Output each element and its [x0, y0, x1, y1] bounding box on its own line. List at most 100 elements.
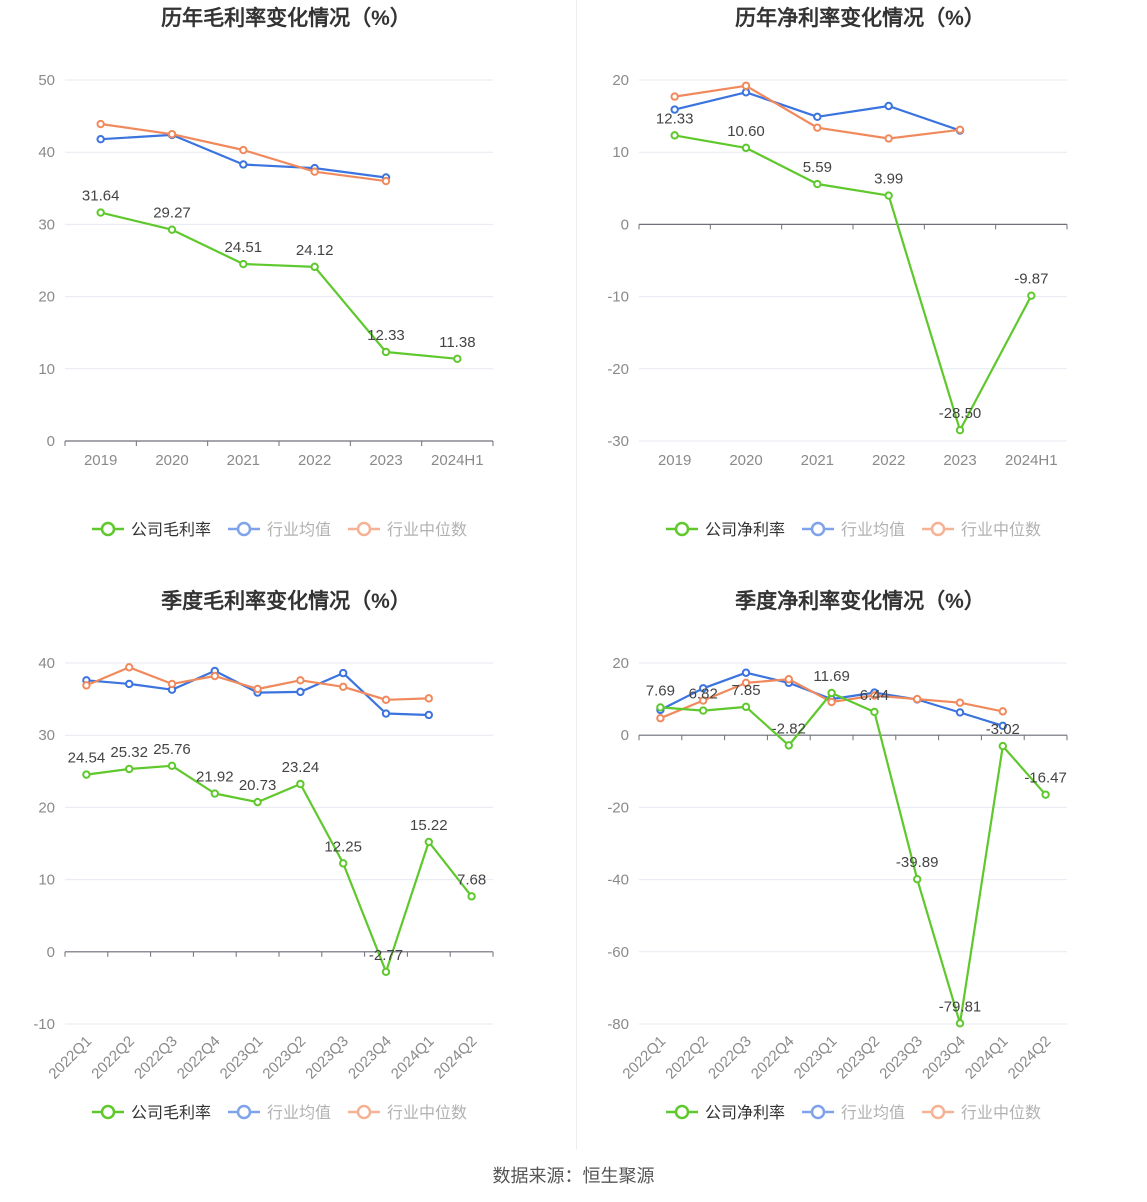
data-label: 12.33	[367, 327, 405, 344]
data-point	[827, 688, 836, 698]
data-label: 12.25	[324, 838, 362, 855]
data-point	[96, 119, 105, 129]
data-point	[381, 695, 391, 705]
legend: 公司净利率 行业均值 行业中位数	[666, 521, 1041, 539]
data-source-note: 数据来源：恒生聚源	[492, 1166, 655, 1186]
grid-lines	[65, 79, 493, 442]
data-point	[167, 679, 177, 689]
data-point	[813, 123, 822, 132]
series-0: 12.33 10.60 5.59 3.99 -28.50 -9.87	[656, 110, 1048, 435]
x-tick-label: 2022Q1	[619, 1033, 669, 1083]
data-label: 24.54	[68, 750, 106, 767]
legend-marker	[674, 521, 690, 537]
data-point	[955, 425, 965, 435]
x-tick-label: 2024Q2	[1005, 1033, 1055, 1083]
x-tick-label: 2022	[298, 452, 331, 469]
x-tick-label: 2020	[155, 452, 188, 469]
chart-annual-gross-margin: 历年毛利率变化情况（%） 0 10 20 30 40 50 2019 2020 2021 2022 2…	[38, 6, 494, 539]
data-point	[699, 706, 708, 715]
legend-item: 公司净利率	[666, 1104, 785, 1122]
data-point	[884, 191, 893, 200]
legend-item: 公司净利率	[666, 521, 785, 539]
x-tick-label: 2023	[369, 452, 402, 469]
legend-marker	[236, 521, 252, 537]
data-point	[955, 125, 965, 135]
x-tick-label: 2022Q3	[131, 1033, 181, 1083]
data-point	[998, 707, 1007, 716]
data-point	[741, 668, 751, 677]
data-point	[656, 714, 665, 723]
data-point	[96, 208, 105, 217]
legend: 公司毛利率 行业均值 行业中位数	[92, 521, 467, 539]
legend-label: 公司毛利率	[131, 521, 211, 539]
data-label: 10.60	[727, 123, 765, 140]
data-point	[955, 708, 965, 717]
x-tick-label: 2023Q2	[833, 1033, 883, 1083]
data-point	[82, 681, 91, 690]
data-label: 21.92	[196, 769, 234, 786]
y-tick-label: 0	[621, 216, 629, 233]
x-tick-label: 2019	[658, 452, 691, 469]
data-point	[310, 262, 319, 272]
chart-panel-annual-gross-margin: 历年毛利率变化情况（%） 0 10 20 30 40 50 2019 2020 2021 2022 2…	[0, 0, 573, 583]
data-point	[82, 770, 91, 779]
x-tick-label: 2022Q2	[88, 1033, 138, 1083]
legend-marker	[674, 1104, 690, 1120]
legend-item: 行业均值	[802, 1104, 905, 1122]
legend-marker	[356, 1104, 372, 1120]
data-point	[424, 694, 433, 703]
legend-item: 公司毛利率	[92, 1104, 211, 1122]
data-label: -9.87	[1014, 271, 1048, 288]
legend-item: 公司毛利率	[92, 521, 211, 539]
y-tick-label: -20	[607, 799, 629, 816]
panel-divider	[576, 0, 577, 1150]
data-point	[339, 859, 348, 868]
data-label: 11.69	[813, 668, 849, 685]
data-label: 24.12	[296, 242, 334, 259]
chart-title: 历年净利率变化情况（%）	[735, 6, 985, 30]
y-tick-label: 0	[621, 727, 629, 744]
data-label: -79.81	[939, 998, 982, 1015]
legend: 公司毛利率 行业均值 行业中位数	[92, 1104, 467, 1122]
data-point	[870, 691, 879, 700]
legend-label: 行业中位数	[387, 1104, 467, 1122]
y-tick-label: 10	[38, 872, 55, 889]
data-point	[381, 967, 391, 976]
y-tick-label: 30	[38, 216, 55, 233]
legend-label: 行业均值	[841, 521, 905, 539]
data-point	[913, 875, 922, 884]
series-2	[82, 663, 433, 705]
data-point	[424, 837, 433, 847]
y-tick-label: 40	[38, 655, 55, 672]
x-tick-label: 2023Q2	[259, 1033, 309, 1083]
chart-title: 历年毛利率变化情况（%）	[161, 6, 411, 30]
data-point	[670, 105, 679, 114]
x-tick-label: 2023	[943, 452, 976, 469]
data-point	[125, 663, 134, 672]
data-label: 7.69	[646, 682, 675, 699]
data-point	[125, 764, 134, 774]
data-point	[239, 160, 248, 169]
data-point	[424, 710, 433, 720]
chart-panel-annual-net-margin: 历年净利率变化情况（%） -30 -20 -10 0 10 20 2019 2020 2021 20…	[574, 0, 1147, 583]
data-label: 31.64	[82, 188, 120, 205]
legend-label: 公司净利率	[705, 521, 785, 539]
legend-label: 行业中位数	[387, 521, 467, 539]
data-point	[741, 143, 751, 153]
x-tick-label: 2021	[227, 452, 260, 469]
data-point	[210, 789, 220, 798]
data-point	[699, 684, 708, 693]
y-tick-label: 20	[612, 655, 629, 672]
data-point	[239, 259, 248, 269]
data-point	[741, 81, 751, 90]
data-label: -16.47	[1024, 770, 1067, 787]
data-point	[784, 741, 794, 750]
data-point	[741, 88, 751, 97]
x-tick-label: 2022	[872, 452, 905, 469]
y-tick-label: 10	[38, 361, 55, 378]
x-tick-label: 2024Q1	[388, 1033, 438, 1083]
data-point	[125, 679, 134, 689]
data-point	[296, 779, 305, 789]
data-point	[167, 761, 177, 771]
legend-item: 行业中位数	[922, 1104, 1041, 1122]
